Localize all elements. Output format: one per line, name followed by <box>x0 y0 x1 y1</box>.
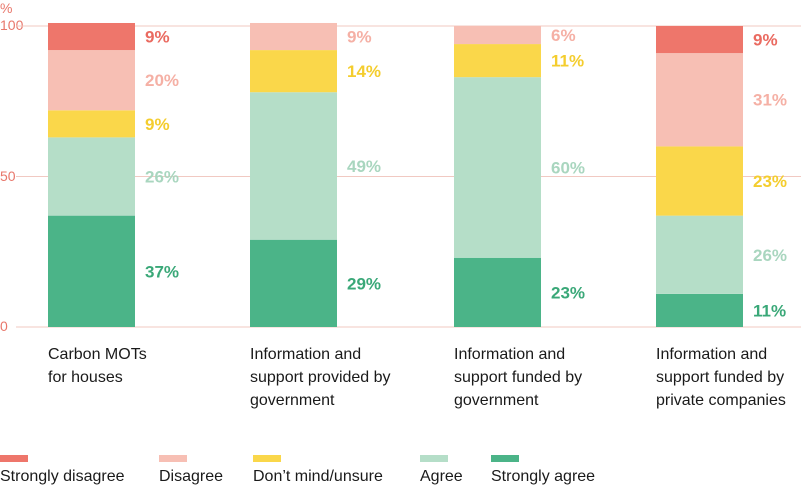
legend-swatch <box>159 455 187 462</box>
bar-segment-agree-1 <box>48 137 135 216</box>
category-label-line: government <box>250 392 335 409</box>
category-label-line: support funded by <box>454 369 583 386</box>
category-label-line: support funded by <box>656 369 785 386</box>
category-label-line: support provided by <box>250 369 391 386</box>
data-label-1-4: 11% <box>753 301 786 320</box>
data-label-5-1: 9% <box>145 28 170 47</box>
category-label-1: Carbon MOTs for houses <box>48 343 208 389</box>
bar-segment-don-t-mind-unsure-3 <box>454 44 541 78</box>
chart-legend: Strongly disagree Disagree Don’t mind/unsu… <box>0 455 801 487</box>
data-label-3-4: 23% <box>753 172 787 191</box>
data-label-4-4: 31% <box>753 91 787 110</box>
category-label-line: Information and <box>454 346 566 363</box>
legend-swatch <box>0 455 28 462</box>
category-label-line: government <box>454 392 539 409</box>
legend-swatch <box>420 455 448 462</box>
bar-segment-disagree-3 <box>454 26 541 45</box>
bar-segment-strongly-agree-2 <box>250 239 337 327</box>
data-label-1-1: 37% <box>145 262 179 281</box>
data-label-1-2: 29% <box>347 274 381 293</box>
y-axis-unit-label: % <box>0 0 13 16</box>
category-label-line: private companies <box>656 392 786 409</box>
data-label-4-1: 20% <box>145 71 179 90</box>
bar-segment-disagree-4 <box>656 53 743 147</box>
legend-label: Strongly disagree <box>0 468 125 485</box>
stacked-bar-chart: 37% 26% 9% 20% 9% 29% 49% 14% 9% 23% 60% 11% 6% 11% 26… <box>16 22 801 328</box>
y-tick-label-50: 50 <box>0 167 16 184</box>
data-label-3-1: 9% <box>145 115 170 134</box>
legend-swatch <box>491 455 519 462</box>
data-label-2-1: 26% <box>145 168 179 187</box>
y-tick-label-0: 0 <box>0 318 8 334</box>
data-label-3-3: 11% <box>551 52 584 71</box>
data-label-4-2: 9% <box>347 28 372 47</box>
bar-segment-don-t-mind-unsure-1 <box>48 110 135 138</box>
data-label-2-3: 60% <box>551 158 585 177</box>
bar-segment-strongly-disagree-1 <box>48 22 135 51</box>
data-label-2-2: 49% <box>347 157 381 176</box>
legend-label: Don’t mind/unsure <box>253 468 383 485</box>
legend-swatch <box>253 455 281 462</box>
category-label-line: Information and <box>656 346 768 363</box>
legend-label: Strongly agree <box>491 468 596 485</box>
bar-segment-strongly-agree-4 <box>656 293 743 327</box>
category-label-4: Information and support funded by private … <box>656 343 801 412</box>
legend-label: Disagree <box>159 468 224 485</box>
bar-segment-disagree-2 <box>250 22 337 51</box>
bar-segment-disagree-1 <box>48 50 135 111</box>
bar-segment-don-t-mind-unsure-2 <box>250 50 337 93</box>
bar-segment-don-t-mind-unsure-4 <box>656 146 743 216</box>
data-label-3-2: 14% <box>347 62 381 81</box>
data-label-1-3: 23% <box>551 283 585 302</box>
category-label-2: Information and support provided by govern… <box>250 343 410 412</box>
legend-label: Agree <box>420 468 463 485</box>
bar-segment-strongly-disagree-4 <box>656 26 743 54</box>
bar-segment-strongly-agree-3 <box>454 257 541 327</box>
category-label-line: Information and <box>250 346 362 363</box>
bar-segment-agree-3 <box>454 77 541 258</box>
bar-segment-strongly-agree-1 <box>48 215 135 327</box>
data-label-2-4: 26% <box>753 246 787 265</box>
data-label-4-3: 6% <box>551 26 576 45</box>
category-label-line: Carbon MOTs <box>48 346 147 363</box>
y-tick-label-100: 100 <box>0 17 24 33</box>
data-label-5-4: 9% <box>753 31 778 50</box>
bar-segment-agree-4 <box>656 215 743 294</box>
category-label-3: Information and support funded by governme… <box>454 343 614 412</box>
category-label-line: for houses <box>48 369 123 386</box>
bar-segment-agree-2 <box>250 92 337 240</box>
